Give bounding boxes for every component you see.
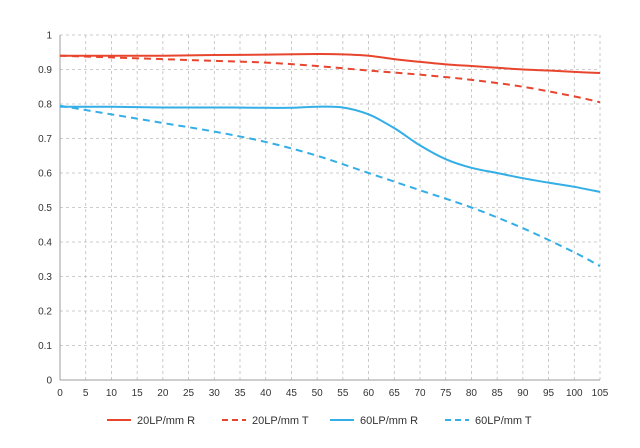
series-lines bbox=[59, 52, 601, 268]
x-tick-label: 95 bbox=[543, 388, 555, 399]
series-line-3 bbox=[59, 104, 601, 268]
y-tick-label: 0.5 bbox=[38, 203, 52, 214]
x-tick-label: 0 bbox=[57, 388, 63, 399]
x-tick-label: 60 bbox=[363, 388, 375, 399]
legend-label-3: 60LP/mm T bbox=[475, 415, 532, 427]
y-tick-label: 0.1 bbox=[38, 341, 52, 352]
x-tick-label: 85 bbox=[492, 388, 504, 399]
x-tick-label: 30 bbox=[209, 388, 221, 399]
x-tick-label: 20 bbox=[157, 388, 169, 399]
legend: 20LP/mm R 20LP/mm T 60LP/mm R 60LP/mm T bbox=[107, 415, 532, 427]
x-tick-label: 70 bbox=[414, 388, 426, 399]
y-tick-label: 0.6 bbox=[38, 169, 52, 180]
y-tick-label: 0.2 bbox=[38, 307, 52, 318]
x-tick-label: 50 bbox=[312, 388, 324, 399]
x-tick-label: 15 bbox=[132, 388, 144, 399]
x-tick-label: 45 bbox=[286, 388, 298, 399]
x-tick-labels: 0 5 10 15 20 25 30 35 40 45 50 55 60 65 70 75 80 85 90 95 10… bbox=[57, 388, 609, 399]
y-tick-label: 0.7 bbox=[38, 134, 52, 145]
y-tick-label: 0.4 bbox=[38, 238, 52, 249]
axes bbox=[59, 35, 600, 381]
x-tick-label: 80 bbox=[466, 388, 478, 399]
x-tick-label: 65 bbox=[389, 388, 401, 399]
x-tick-label: 55 bbox=[337, 388, 349, 399]
x-tick-label: 75 bbox=[440, 388, 452, 399]
series-line-1 bbox=[59, 54, 601, 104]
legend-label-1: 20LP/mm T bbox=[252, 415, 309, 427]
y-tick-label: 0.3 bbox=[38, 272, 52, 283]
y-tick-label: 1 bbox=[46, 31, 52, 42]
x-tick-label: 100 bbox=[566, 388, 583, 399]
y-tick-labels: 0 0.1 0.2 0.3 0.4 0.5 0.6 0.7 0.8 0.9 1 bbox=[38, 31, 52, 387]
series-line-0 bbox=[60, 52, 601, 74]
grid bbox=[60, 34, 601, 380]
x-tick-label: 105 bbox=[592, 388, 609, 399]
x-tick-label: 35 bbox=[234, 388, 246, 399]
y-tick-label: 0.9 bbox=[38, 65, 52, 76]
y-tick-label: 0 bbox=[46, 376, 52, 387]
series-line-2 bbox=[59, 105, 601, 193]
x-tick-label: 25 bbox=[183, 388, 195, 399]
x-tick-label: 5 bbox=[83, 388, 89, 399]
x-tick-label: 90 bbox=[517, 388, 529, 399]
legend-label-0: 20LP/mm R bbox=[137, 415, 195, 427]
y-tick-label: 0.8 bbox=[38, 100, 52, 111]
x-tick-label: 10 bbox=[106, 388, 118, 399]
x-tick-label: 40 bbox=[260, 388, 272, 399]
legend-label-2: 60LP/mm R bbox=[360, 415, 418, 427]
